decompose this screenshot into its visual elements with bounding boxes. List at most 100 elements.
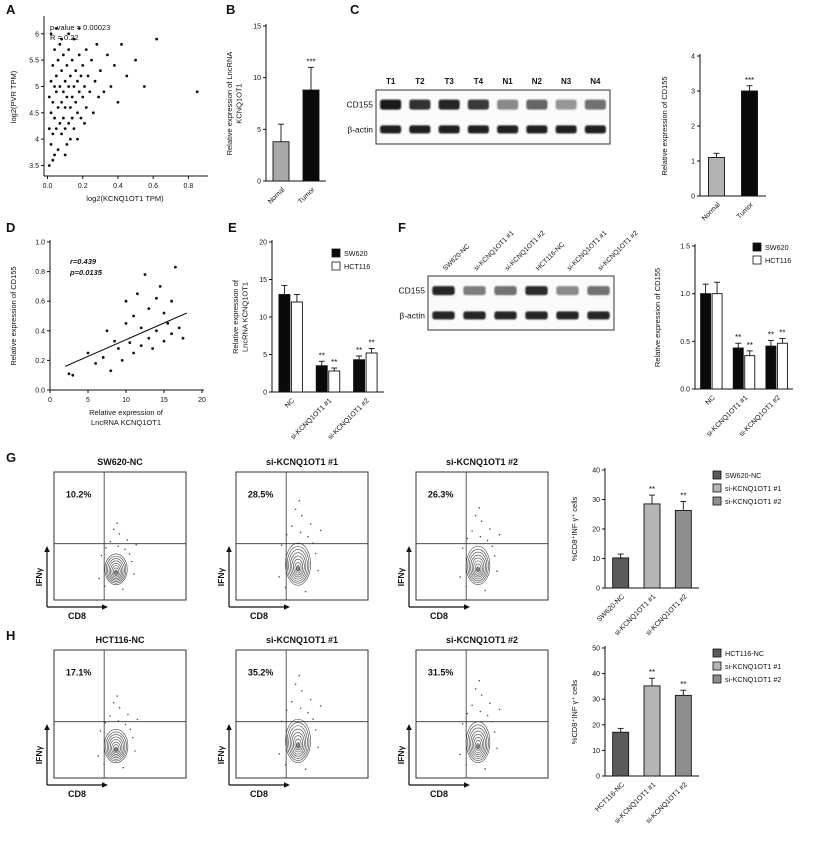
panel-c-western-blot: T1 T2 T3 T4 N1 N2 N3 N4 CD155 β-actin (347, 77, 611, 145)
svg-text:***: *** (306, 57, 315, 66)
svg-text:si-KCNQ1OT1 #1: si-KCNQ1OT1 #1 (725, 662, 781, 671)
svg-text:1.5: 1.5 (680, 244, 690, 251)
svg-text:IFNγ: IFNγ (216, 746, 226, 765)
panel-d-correlation-scatter-plot: 0.0 0.2 0.4 0.6 0.8 1.0 0 5 10 15 20 Relative expre… (9, 240, 206, 428)
svg-text:40: 40 (592, 468, 600, 475)
svg-text:**: ** (356, 346, 362, 355)
svg-text:10: 10 (122, 397, 130, 404)
svg-text:KCNQ1OT1: KCNQ1OT1 (235, 83, 244, 123)
svg-text:NC: NC (705, 394, 717, 406)
svg-text:N2: N2 (532, 77, 543, 86)
svg-text:IFNγ: IFNγ (34, 568, 44, 587)
svg-text:T3: T3 (444, 77, 454, 86)
svg-text:10: 10 (259, 315, 267, 322)
svg-text:0.6: 0.6 (35, 299, 45, 306)
svg-text:15: 15 (253, 24, 261, 31)
svg-text:15: 15 (259, 277, 267, 284)
svg-text:10: 10 (592, 556, 600, 563)
svg-text:4: 4 (691, 54, 695, 61)
svg-text:HCT116-NC: HCT116-NC (535, 241, 566, 272)
svg-text:CD8: CD8 (68, 611, 86, 621)
svg-text:LncRNA KCNQ1OT1: LncRNA KCNQ1OT1 (91, 418, 161, 427)
svg-text:Nomal: Nomal (267, 186, 287, 206)
svg-text:SW620-NC: SW620-NC (442, 243, 471, 272)
svg-text:0.0: 0.0 (43, 183, 53, 190)
panel-g-cd8-ifng-bar-chart: 0 10 20 30 40 ** ** SW620-NC si-KCNQ1OT1 #1 si-KC… (570, 468, 781, 638)
svg-text:1.0: 1.0 (35, 240, 45, 247)
svg-text:CD155: CD155 (347, 100, 374, 110)
svg-text:0.2: 0.2 (35, 358, 45, 365)
svg-text:**: ** (747, 341, 753, 350)
panel-h-cd8-ifng-bar-chart: 0 10 20 30 40 50 ** ** HCT116-NC si-KCNQ1OT1 #1 si… (570, 646, 781, 826)
svg-text:0: 0 (691, 194, 695, 201)
svg-text:***: *** (745, 76, 754, 85)
svg-text:CD155: CD155 (399, 286, 426, 296)
svg-text:Relative expression of: Relative expression of (89, 408, 164, 417)
svg-text:**: ** (779, 328, 785, 337)
svg-text:SW620: SW620 (344, 249, 368, 258)
svg-text:IFNγ: IFNγ (216, 568, 226, 587)
svg-text:si-KCNQ1OT1 #1: si-KCNQ1OT1 #1 (266, 457, 338, 467)
svg-text:si-KCNQ1OT1 #1: si-KCNQ1OT1 #1 (290, 397, 334, 441)
svg-text:0.4: 0.4 (35, 328, 45, 335)
svg-text:HCT116: HCT116 (344, 262, 370, 271)
panel-label-h: H (6, 628, 16, 643)
svg-text:N3: N3 (561, 77, 572, 86)
svg-text:4: 4 (35, 137, 39, 144)
svg-text:0: 0 (596, 586, 600, 593)
svg-text:5: 5 (263, 352, 267, 359)
svg-text:Relative expression of CD155: Relative expression of CD155 (653, 268, 662, 367)
svg-text:0: 0 (48, 397, 52, 404)
svg-text:R = 0.22: R = 0.22 (50, 33, 79, 42)
svg-text:log2(PVR TPM): log2(PVR TPM) (9, 70, 18, 123)
svg-text:si-KCNQ1OT1 #1: si-KCNQ1OT1 #1 (725, 484, 781, 493)
svg-text:31.5%: 31.5% (428, 668, 454, 678)
svg-text:Relative expression of: Relative expression of (231, 279, 240, 354)
svg-text:SW620: SW620 (765, 243, 789, 252)
svg-text:0.6: 0.6 (148, 183, 158, 190)
panel-a-correlation-scatter-plot: 3.5 4 4.5 5 5.5 6 0.0 0.2 0.4 0.6 0.8 log2(PVR TPM)… (9, 16, 208, 203)
svg-text:**: ** (319, 351, 325, 360)
svg-text:Relative expression of CD155: Relative expression of CD155 (9, 266, 18, 365)
svg-text:30: 30 (592, 497, 600, 504)
svg-text:%CD8⁺INF γ⁺ cells: %CD8⁺INF γ⁺ cells (570, 679, 579, 744)
svg-text:0.8: 0.8 (35, 269, 45, 276)
panel-h-flow-plot-si1: si-KCNQ1OT1 #1 35.2% IFNγ CD8 (216, 635, 369, 799)
svg-text:log2(KCNQ1OT1 TPM): log2(KCNQ1OT1 TPM) (86, 194, 164, 203)
svg-text:50: 50 (592, 646, 600, 653)
svg-text:T1: T1 (386, 77, 396, 86)
svg-text:HCT116-NC: HCT116-NC (95, 635, 145, 645)
panel-label-d: D (6, 220, 16, 235)
svg-text:Tumor: Tumor (736, 201, 756, 221)
svg-text:N4: N4 (590, 77, 601, 86)
svg-text:r=0.439: r=0.439 (70, 257, 97, 266)
svg-text:**: ** (368, 339, 374, 348)
svg-text:CD8: CD8 (430, 789, 448, 799)
svg-text:CD8: CD8 (430, 611, 448, 621)
panel-f-western-blot: SW620-NC si-KCNQ1OT1 #1si-KCNQ1OT1 #2HCT1… (399, 230, 640, 331)
svg-text:0.0: 0.0 (680, 387, 690, 394)
svg-text:1: 1 (691, 159, 695, 166)
svg-text:15: 15 (160, 397, 168, 404)
svg-text:20: 20 (259, 240, 267, 247)
panel-g-flow-plot-si2: si-KCNQ1OT1 #2 26.3% IFNγ CD8 (396, 457, 549, 621)
svg-text:0.8: 0.8 (184, 183, 194, 190)
svg-text:0.0: 0.0 (35, 388, 45, 395)
svg-text:Tumor: Tumor (297, 186, 317, 206)
svg-text:N1: N1 (503, 77, 514, 86)
svg-text:35.2%: 35.2% (248, 668, 274, 678)
svg-text:T4: T4 (474, 77, 484, 86)
svg-text:**: ** (649, 485, 655, 494)
svg-text:40: 40 (592, 671, 600, 678)
panel-label-g: G (6, 450, 17, 465)
panel-label-f: F (398, 220, 406, 235)
svg-text:**: ** (331, 358, 337, 367)
svg-text:**: ** (735, 333, 741, 342)
panel-label-b: B (226, 2, 236, 17)
svg-text:Normal: Normal (701, 201, 722, 222)
panel-c-cd155-expression-bar-chart: 0 1 2 3 4 *** Normal Tumor Relative expression o… (660, 54, 766, 222)
svg-text:si-KCNQ1OT1 #2: si-KCNQ1OT1 #2 (446, 635, 518, 645)
